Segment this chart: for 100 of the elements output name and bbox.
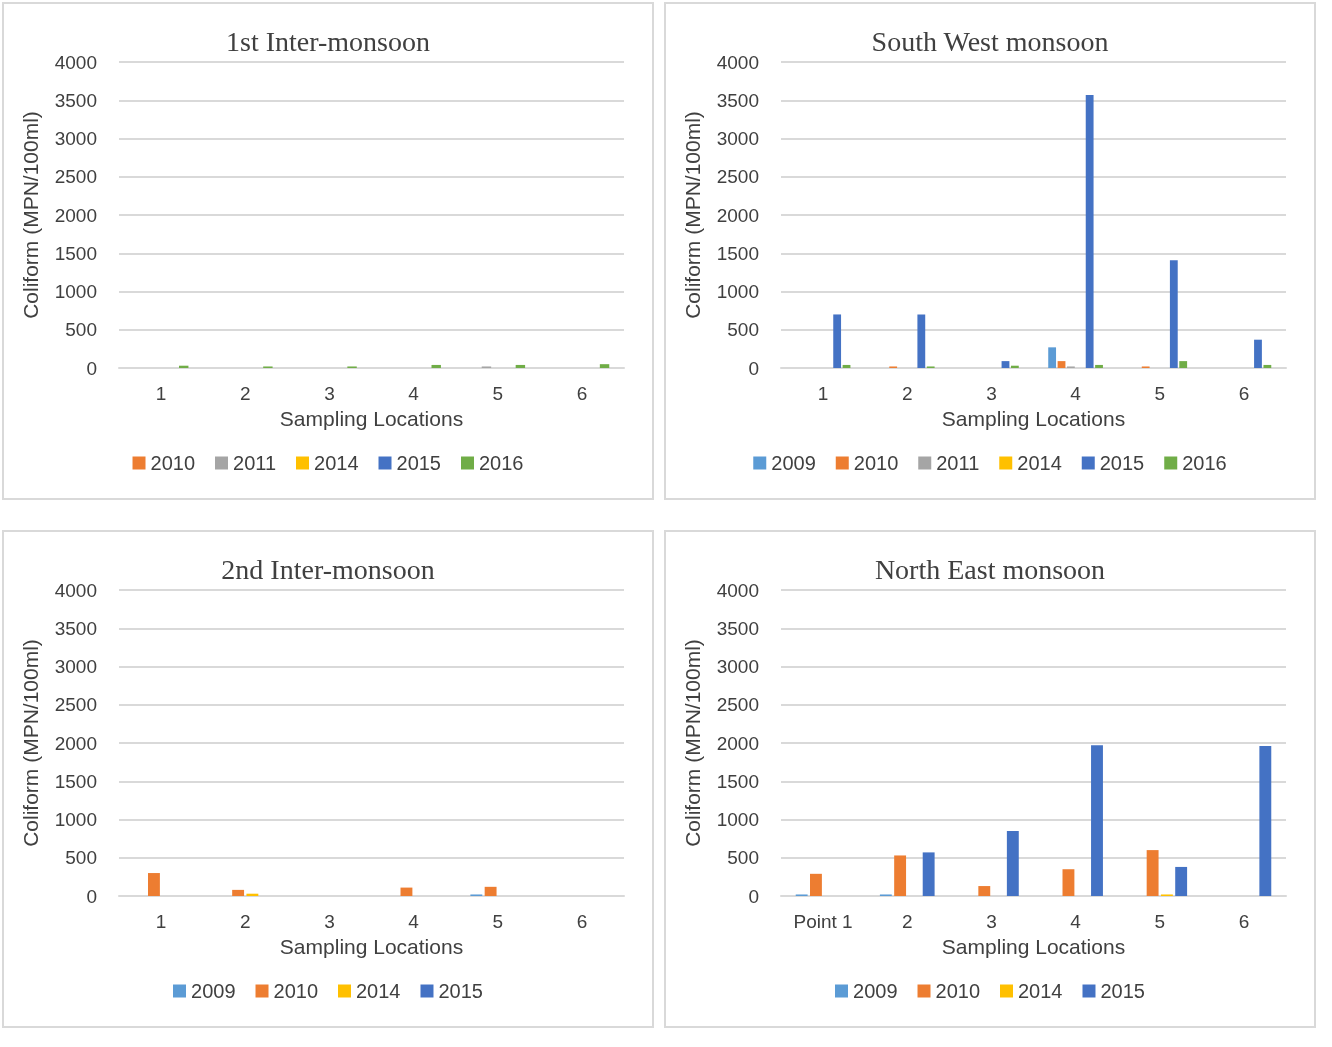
legend-label: 2014 [1017, 452, 1062, 474]
bar [978, 886, 991, 896]
y-tick-label: 1000 [54, 809, 97, 830]
y-tick-label: 3500 [54, 617, 97, 639]
x-tick-label: 6 [576, 911, 588, 932]
y-axis-title: Coliform (MPN/100ml) [19, 111, 42, 319]
bar [1062, 869, 1075, 896]
y-tick-label: 3500 [54, 89, 97, 111]
x-tick-label: 1 [817, 383, 829, 404]
bar [833, 314, 842, 368]
y-tick-label: 0 [86, 357, 97, 379]
legend-label: 2015 [1100, 980, 1145, 1002]
y-tick-label: 3000 [716, 128, 759, 149]
bar [1179, 361, 1188, 368]
x-tick-label: Point 1 [793, 911, 853, 932]
x-tick-label: 2 [901, 383, 913, 404]
x-tick-label: 1 [155, 383, 167, 404]
x-tick-label: 3 [986, 911, 997, 932]
bar [922, 852, 935, 896]
x-tick-label: 2 [239, 911, 251, 932]
x-tick-label: 6 [1238, 911, 1250, 932]
x-axis-title: Sampling Locations [279, 407, 464, 430]
x-axis-title: Sampling Locations [941, 407, 1126, 430]
x-tick-label: 4 [1070, 911, 1082, 932]
legend-label: 2010 [273, 980, 319, 1002]
x-tick-label: 3 [986, 383, 997, 404]
y-tick-label: 1500 [54, 770, 97, 792]
legend-label: 2015 [1099, 452, 1145, 474]
y-tick-label: 2500 [54, 694, 97, 716]
x-tick-label: 5 [1154, 911, 1166, 932]
y-tick-label: 1000 [716, 281, 759, 302]
bar [1263, 364, 1272, 368]
legend-label: 2009 [771, 452, 816, 474]
x-tick-label: 4 [408, 911, 420, 932]
y-tick-label: 3500 [716, 89, 759, 111]
x-tick-label: 1 [155, 911, 167, 932]
bar [1095, 364, 1103, 368]
bar [894, 855, 907, 896]
x-tick-label: 3 [324, 911, 335, 932]
y-tick-label: 4000 [54, 579, 97, 601]
legend-label: 2011 [936, 452, 980, 474]
legend-label: 2010 [935, 980, 981, 1002]
legend-label: 2010 [853, 452, 899, 474]
y-tick-label: 4000 [716, 51, 759, 73]
y-axis-title: Coliform (MPN/100ml) [681, 111, 704, 319]
y-tick-label: 2500 [716, 166, 759, 188]
y-tick-label: 4000 [716, 579, 759, 601]
legend-label: 2015 [438, 980, 483, 1002]
y-tick-label: 0 [748, 885, 759, 907]
legend-label: 2015 [396, 452, 441, 474]
bar [1001, 361, 1010, 368]
bar [1057, 361, 1066, 368]
y-tick-label: 2000 [54, 732, 97, 754]
x-tick-label: 6 [1238, 383, 1250, 404]
y-tick-label: 1500 [54, 242, 97, 264]
y-tick-label: 500 [65, 319, 97, 341]
y-tick-label: 500 [727, 847, 759, 869]
y-tick-label: 1500 [716, 242, 759, 264]
x-tick-label: 2 [239, 383, 251, 404]
y-tick-label: 3000 [716, 656, 759, 677]
y-axis-title: Coliform (MPN/100ml) [681, 639, 704, 847]
bar [1254, 339, 1262, 368]
y-tick-label: 3000 [54, 656, 97, 677]
y-tick-label: 500 [65, 847, 97, 869]
bar [810, 873, 822, 896]
chart-title: North East monsoon [874, 553, 1106, 585]
x-axis-title: Sampling Locations [941, 935, 1126, 958]
legend-label: 2011 [233, 452, 277, 474]
y-tick-label: 0 [748, 357, 759, 379]
x-tick-label: 4 [1070, 383, 1082, 404]
bar [1085, 94, 1094, 368]
y-tick-label: 1000 [716, 809, 759, 830]
chart-title: South West monsoon [871, 25, 1109, 57]
legend-label: 2014 [314, 452, 359, 474]
legend-label: 2009 [853, 980, 898, 1002]
x-tick-label: 5 [492, 911, 504, 932]
y-tick-label: 3500 [716, 617, 759, 639]
y-tick-label: 3000 [54, 128, 97, 149]
x-tick-label: 6 [576, 383, 588, 404]
y-tick-label: 2000 [716, 204, 759, 226]
y-tick-label: 2500 [54, 166, 97, 188]
x-tick-label: 3 [324, 383, 335, 404]
bar [1048, 347, 1057, 368]
bar [1006, 830, 1019, 896]
x-tick-label: 2 [901, 911, 913, 932]
legend-label: 2009 [191, 980, 236, 1002]
y-tick-label: 1500 [716, 770, 759, 792]
x-tick-label: 4 [408, 383, 420, 404]
y-tick-label: 2000 [716, 732, 759, 754]
chart-title: 1st Inter-monsoon [226, 25, 430, 57]
x-tick-label: 5 [492, 383, 504, 404]
chart-title: 2nd Inter-monsoon [221, 553, 435, 585]
x-tick-label: 5 [1154, 383, 1166, 404]
x-axis-title: Sampling Locations [279, 935, 464, 958]
legend-label: 2014 [356, 980, 401, 1002]
y-tick-label: 0 [86, 885, 97, 907]
bar [917, 314, 926, 368]
bar [1091, 745, 1103, 896]
bar [1146, 850, 1159, 896]
bar [1175, 866, 1188, 896]
